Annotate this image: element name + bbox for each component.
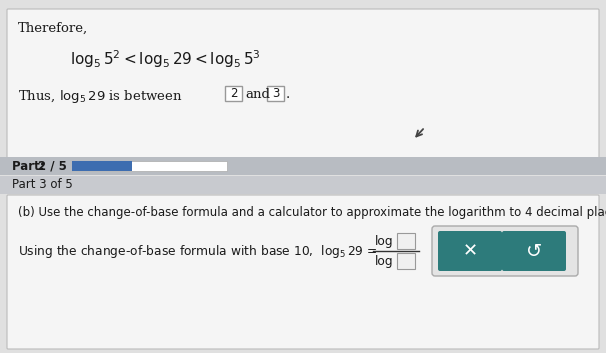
FancyBboxPatch shape bbox=[502, 231, 566, 271]
Text: 3: 3 bbox=[272, 87, 279, 100]
Text: log: log bbox=[375, 255, 394, 268]
Text: 2 / 5: 2 / 5 bbox=[38, 160, 67, 173]
Bar bbox=[72, 161, 132, 171]
Text: log: log bbox=[375, 234, 394, 247]
Text: .: . bbox=[286, 88, 290, 101]
Text: Therefore,: Therefore, bbox=[18, 22, 88, 35]
Text: Part 3 of 5: Part 3 of 5 bbox=[12, 179, 73, 191]
Text: Thus, $\log_5 29$ is between: Thus, $\log_5 29$ is between bbox=[18, 88, 183, 105]
Text: and: and bbox=[245, 88, 270, 101]
FancyBboxPatch shape bbox=[7, 195, 599, 349]
Bar bbox=[397, 233, 415, 249]
Bar bbox=[0, 176, 606, 194]
Text: Part:: Part: bbox=[12, 160, 48, 173]
FancyBboxPatch shape bbox=[438, 231, 502, 271]
Bar bbox=[72, 161, 227, 171]
Text: $\log_5 5^2 < \log_5 29 < \log_5 5^3$: $\log_5 5^2 < \log_5 29 < \log_5 5^3$ bbox=[70, 48, 261, 70]
Text: Using the change-of-base formula with base 10,  $\log_5 29$ =: Using the change-of-base formula with ba… bbox=[18, 243, 378, 259]
Text: ✕: ✕ bbox=[462, 242, 478, 260]
Text: 2: 2 bbox=[230, 87, 238, 100]
Bar bbox=[0, 157, 606, 175]
Bar bbox=[267, 86, 284, 101]
Bar bbox=[225, 86, 242, 101]
Text: ↺: ↺ bbox=[526, 241, 542, 261]
FancyBboxPatch shape bbox=[7, 9, 599, 159]
Bar bbox=[397, 253, 415, 269]
FancyBboxPatch shape bbox=[432, 226, 578, 276]
Text: (b) Use the change-of-base formula and a calculator to approximate the logarithm: (b) Use the change-of-base formula and a… bbox=[18, 206, 606, 219]
